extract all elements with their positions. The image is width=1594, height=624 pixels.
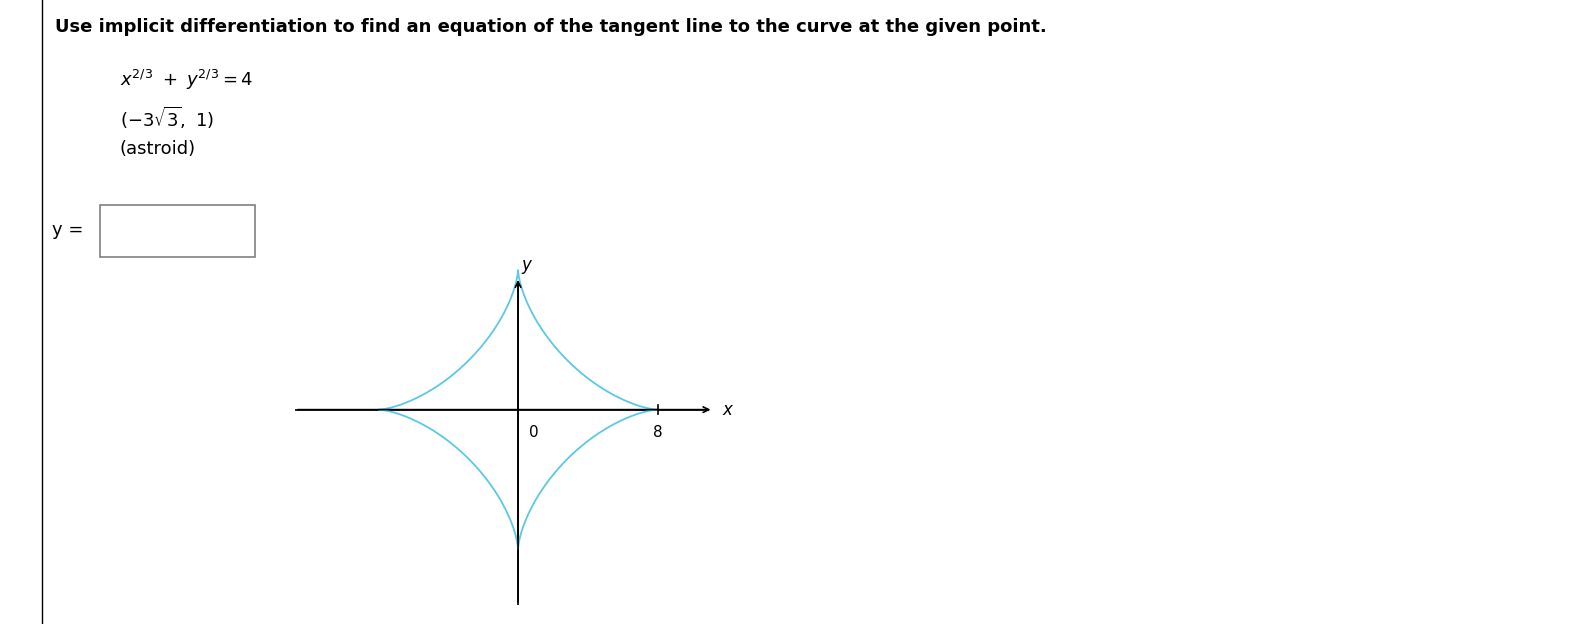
Text: $(-3\sqrt{3},\ 1)$: $(-3\sqrt{3},\ 1)$ xyxy=(120,105,214,131)
Text: x: x xyxy=(722,401,732,419)
Text: y: y xyxy=(521,256,532,274)
Text: (astroid): (astroid) xyxy=(120,140,196,158)
Text: y =: y = xyxy=(53,221,83,239)
Text: 8: 8 xyxy=(652,426,663,441)
Bar xyxy=(100,205,255,257)
Text: Use implicit differentiation to find an equation of the tangent line to the curv: Use implicit differentiation to find an … xyxy=(56,18,1047,36)
Text: 0: 0 xyxy=(529,426,539,441)
Text: $x^{2/3}$$\ +\ $$y^{2/3}$$ = 4$: $x^{2/3}$$\ +\ $$y^{2/3}$$ = 4$ xyxy=(120,68,253,92)
